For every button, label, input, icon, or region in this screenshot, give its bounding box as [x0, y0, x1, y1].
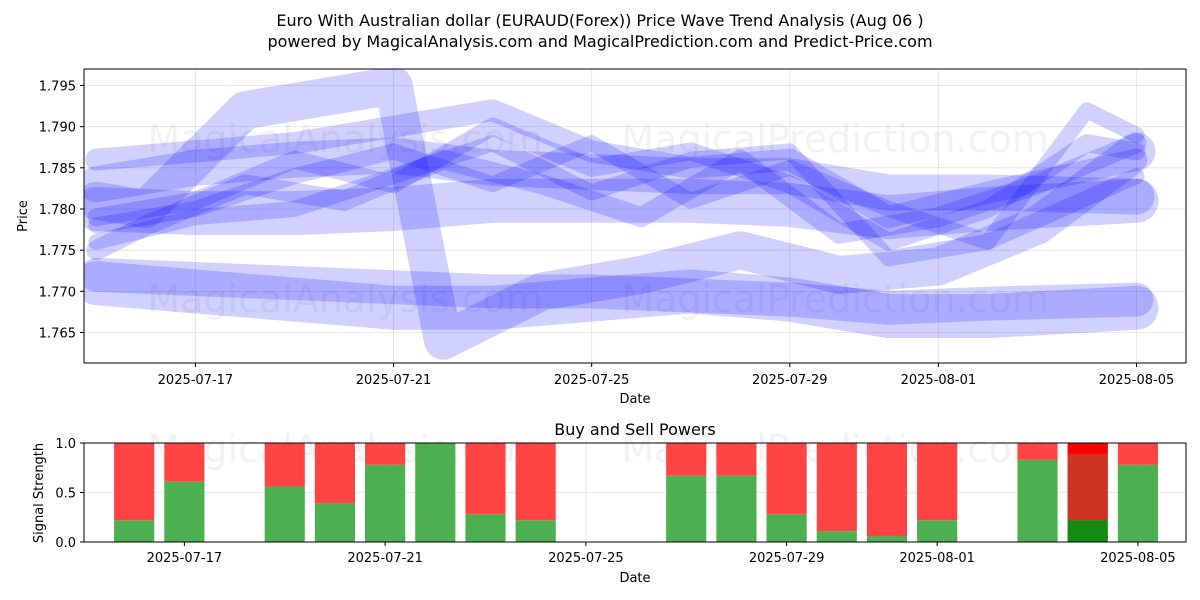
buy-bar — [666, 475, 707, 542]
buy-bar — [465, 514, 506, 542]
sell-bar — [1117, 443, 1158, 465]
sell-bar — [264, 443, 305, 487]
buy-bar — [515, 520, 556, 542]
watermark-prediction-mid: MagicalPrediction.com — [621, 277, 1049, 321]
watermark-analysis-mid: MagicalAnalysis.com — [147, 277, 542, 321]
buy-bar — [264, 486, 305, 542]
wave-line-5 — [84, 69, 1156, 360]
signal-x-tick-label: 2025-07-21 — [347, 551, 423, 566]
price-y-axis-label: Price — [16, 200, 31, 232]
sell-bar — [365, 443, 406, 465]
price-grid — [84, 69, 1186, 363]
wave-lines — [84, 69, 1159, 360]
overlay-top-bar — [1067, 443, 1108, 454]
wave-line-3 — [84, 261, 1159, 339]
price-x-tick-label: 2025-08-01 — [901, 373, 977, 388]
signal-y-axis-label: Signal Strength — [32, 443, 47, 543]
watermark-prediction-top: MagicalPrediction.com — [621, 117, 1049, 161]
wave-line-8 — [88, 102, 1145, 267]
signal-y-tick-label: 1.0 — [55, 437, 76, 452]
signal-x-tick-label: 2025-08-01 — [899, 551, 975, 566]
buy-bar — [716, 475, 757, 542]
buy-bar — [766, 514, 807, 542]
buy-bar — [365, 464, 406, 542]
sell-bar — [314, 443, 356, 504]
chart-subtitle: powered by MagicalAnalysis.com and Magic… — [267, 32, 932, 51]
wave-line-9 — [86, 133, 1147, 261]
wave-line-6 — [85, 99, 1148, 229]
signal-x-tick-label: 2025-07-25 — [548, 551, 624, 566]
sell-bar — [716, 443, 757, 476]
buy-bar — [866, 536, 908, 542]
signal-panel: Buy and Sell Powers MagicalAnalysis.com … — [32, 420, 1187, 586]
price-y-tick-label: 1.795 — [39, 79, 76, 94]
buy-bar — [1017, 459, 1058, 542]
sell-bar — [666, 443, 707, 476]
price-y-tick-label: 1.785 — [39, 162, 76, 177]
price-y-tick-label: 1.765 — [39, 327, 76, 342]
price-x-tick-label: 2025-07-29 — [752, 373, 828, 388]
buy-bar — [114, 520, 155, 542]
buy-bar — [164, 481, 205, 542]
watermark-analysis-top: MagicalAnalysis.com — [147, 117, 542, 161]
wave-line-4 — [84, 178, 1159, 240]
signal-y-ticks: 0.0 0.5 1.0 — [55, 437, 84, 551]
price-panel: MagicalAnalysis.com MagicalPrediction.co… — [16, 68, 1187, 407]
signal-x-tick-label: 2025-08-05 — [1100, 551, 1176, 566]
price-y-tick-label: 1.775 — [39, 244, 76, 259]
sell-bar — [866, 443, 908, 537]
chart-title: Euro With Australian dollar (EURAUD(Fore… — [276, 11, 923, 30]
signal-x-axis-label: Date — [619, 571, 650, 586]
sell-bar — [465, 443, 506, 515]
price-x-tick-label: 2025-07-25 — [554, 373, 630, 388]
price-x-axis-label: Date — [619, 392, 650, 407]
buy-bar — [415, 443, 456, 542]
buy-bar — [1117, 464, 1158, 542]
price-x-ticks: 2025-07-17 2025-07-21 2025-07-25 2025-07-29… — [158, 363, 1175, 388]
overlay-sell-bar — [1067, 453, 1108, 521]
signal-bars — [114, 443, 1158, 542]
sell-bar — [164, 443, 205, 482]
price-x-tick-label: 2025-07-21 — [356, 373, 432, 388]
price-y-tick-label: 1.770 — [39, 285, 76, 300]
price-x-tick-label: 2025-07-17 — [158, 373, 234, 388]
signal-x-tick-label: 2025-07-17 — [147, 551, 223, 566]
signal-y-tick-label: 0.0 — [55, 536, 76, 551]
sell-bar — [816, 443, 857, 532]
sell-bar — [515, 443, 556, 521]
sell-bar — [1017, 443, 1058, 460]
price-axes-frame — [83, 68, 1187, 364]
wave-line-1 — [84, 137, 1155, 215]
price-y-ticks: 1.765 1.770 1.775 1.780 1.785 1.790 1.795 — [39, 79, 84, 342]
wave-line-2 — [84, 257, 1154, 325]
wave-line-7 — [87, 117, 1146, 251]
sell-bar — [917, 443, 958, 521]
sell-bar — [114, 443, 155, 521]
signal-panel-title: Buy and Sell Powers — [554, 420, 716, 439]
signal-x-ticks: 2025-07-17 2025-07-21 2025-07-25 2025-07-29… — [147, 542, 1176, 566]
buy-bar — [816, 531, 857, 542]
sell-bar — [766, 443, 807, 515]
signal-x-tick-label: 2025-07-29 — [749, 551, 825, 566]
price-y-tick-label: 1.790 — [39, 121, 76, 136]
wave-line-10 — [88, 135, 1145, 250]
buy-bar — [917, 520, 958, 542]
overlay-buy-bar — [1067, 520, 1108, 542]
price-y-tick-label: 1.780 — [39, 203, 76, 218]
signal-y-tick-label: 0.5 — [55, 487, 76, 502]
buy-bar — [314, 503, 356, 542]
price-x-tick-label: 2025-08-05 — [1099, 373, 1175, 388]
